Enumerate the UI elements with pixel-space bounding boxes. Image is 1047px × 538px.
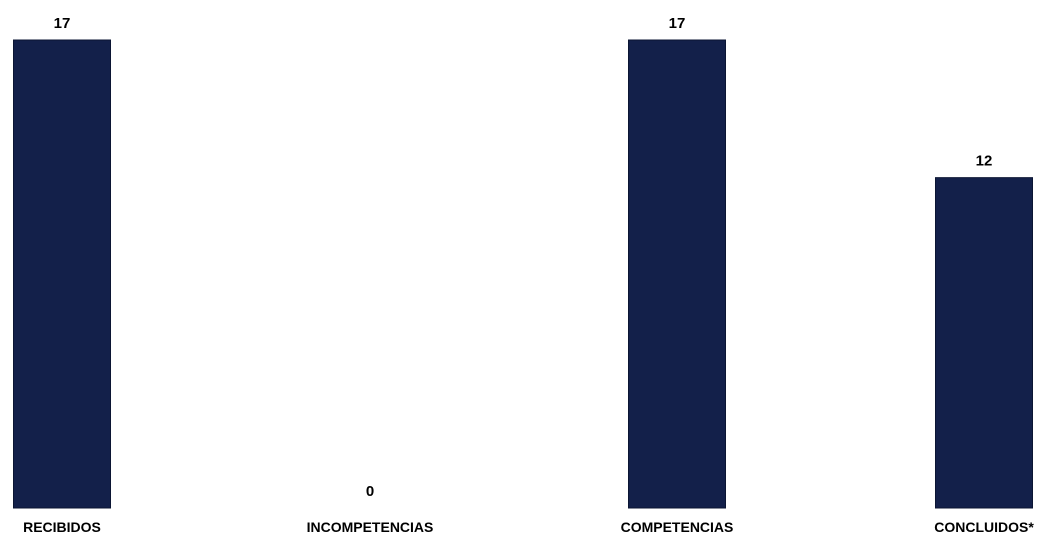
category-label: RECIBIDOS (23, 519, 101, 535)
bars-group (13, 39, 1033, 509)
data-label: 12 (976, 153, 993, 170)
value-labels-group: 17 0 17 12 (54, 15, 993, 500)
bar-concluidos (935, 177, 1033, 509)
category-labels-group: RECIBIDOS INCOMPETENCIAS COMPETENCIAS CONCL… (23, 519, 1034, 535)
category-label: COMPETENCIAS (621, 519, 734, 535)
data-label: 17 (54, 15, 71, 32)
data-label: 17 (669, 15, 686, 32)
category-label: INCOMPETENCIAS (307, 519, 434, 535)
data-label: 0 (366, 483, 374, 500)
bar-recibidos (13, 39, 111, 509)
bar-competencias (628, 39, 726, 509)
category-label: CONCLUIDOS* (934, 519, 1034, 535)
